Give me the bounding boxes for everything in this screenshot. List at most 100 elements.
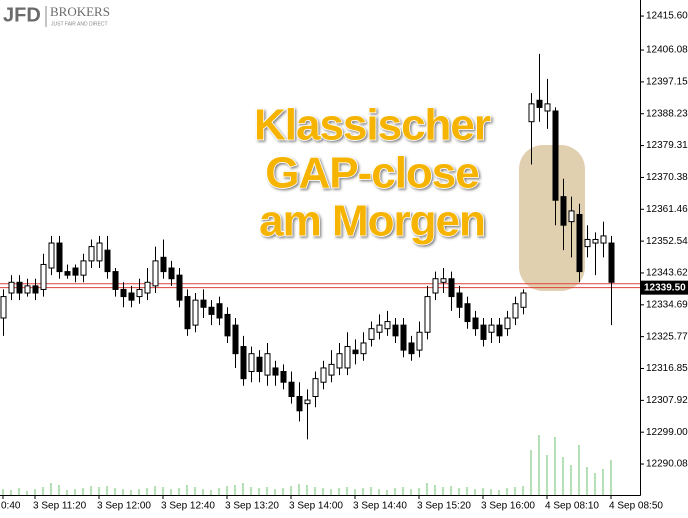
candle-body bbox=[56, 242, 63, 273]
y-tick-label: 12343.62 bbox=[646, 268, 688, 279]
candle-body bbox=[240, 346, 247, 380]
y-tick-label: 12370.38 bbox=[646, 172, 688, 183]
candle-body bbox=[384, 321, 391, 330]
y-tick-label: 12316.85 bbox=[646, 363, 688, 374]
y-tick-label: 12406.08 bbox=[646, 45, 688, 56]
candle-body bbox=[0, 296, 7, 319]
x-tick-label: 3 Sep 14:00 bbox=[289, 501, 343, 512]
candle-body bbox=[200, 299, 207, 308]
candle-body bbox=[392, 324, 399, 337]
x-tick-label: 3 Sep 11:20 bbox=[33, 501, 87, 512]
candle-body bbox=[560, 196, 567, 226]
candle-body bbox=[496, 324, 503, 337]
candle-body bbox=[144, 281, 151, 294]
candle-body bbox=[440, 278, 447, 283]
candle-body bbox=[600, 235, 607, 244]
y-tick-label: 12352.54 bbox=[646, 236, 688, 247]
candle-body bbox=[224, 313, 231, 337]
candle-body bbox=[208, 306, 215, 315]
candle-body bbox=[528, 103, 535, 123]
y-tick-label: 12325.77 bbox=[646, 331, 688, 342]
candle-body bbox=[160, 256, 167, 273]
y-tick-label: 12334.69 bbox=[646, 299, 688, 310]
candle-body bbox=[320, 367, 327, 383]
candle-body bbox=[288, 381, 295, 397]
candle-body bbox=[360, 342, 367, 355]
candle-body bbox=[40, 263, 47, 290]
candle-body bbox=[336, 353, 343, 369]
logo-tagline: JUST FAIR AND DIRECT bbox=[51, 21, 108, 27]
candle-body bbox=[112, 271, 119, 290]
candle-body bbox=[512, 303, 519, 319]
candle-body bbox=[168, 267, 175, 280]
candle-body bbox=[328, 363, 335, 376]
candle-body bbox=[344, 346, 351, 369]
candle-body bbox=[104, 249, 111, 273]
x-tick-label: 4 Sep 08:10 bbox=[545, 501, 599, 512]
candle-body bbox=[256, 356, 263, 373]
candle-body bbox=[464, 303, 471, 323]
price-label: 12339.50 bbox=[644, 282, 686, 293]
candle-body bbox=[120, 288, 127, 298]
candle-body bbox=[416, 331, 423, 351]
candle-body bbox=[520, 292, 527, 308]
candle-body bbox=[552, 110, 559, 201]
y-tick-label: 12388.23 bbox=[646, 108, 688, 119]
candle-body bbox=[568, 210, 575, 223]
candle-body bbox=[488, 324, 495, 333]
candle-body bbox=[544, 103, 551, 112]
candle-body bbox=[368, 328, 375, 340]
logo: JFD BROKERS JUST FAIR AND DIRECT bbox=[3, 4, 110, 27]
logo-brand: BROKERS bbox=[50, 4, 110, 19]
candle-body bbox=[248, 353, 255, 373]
candle-body bbox=[96, 242, 103, 262]
y-tick-label: 12397.15 bbox=[646, 77, 688, 88]
x-tick-label: 3 Sep 13:20 bbox=[225, 501, 279, 512]
candle-body bbox=[408, 342, 415, 355]
candle-body bbox=[304, 399, 311, 405]
candle-body bbox=[400, 324, 407, 351]
candle-body bbox=[280, 371, 287, 383]
candle-body bbox=[504, 317, 511, 330]
candle-body bbox=[312, 378, 319, 397]
candle-body bbox=[272, 367, 279, 376]
highlight bbox=[519, 145, 585, 291]
candle-body bbox=[424, 296, 431, 333]
candle-body bbox=[88, 246, 95, 262]
x-tick-label: 3 Sep 16:00 bbox=[481, 501, 535, 512]
candle-body bbox=[24, 285, 31, 294]
candle-body bbox=[176, 274, 183, 301]
candle-body bbox=[72, 267, 79, 276]
candle-body bbox=[432, 278, 439, 294]
y-tick-label: 12307.92 bbox=[646, 395, 688, 406]
y-tick-label: 12290.08 bbox=[646, 459, 688, 470]
annotation: am Morgen bbox=[259, 197, 485, 246]
candle-body bbox=[456, 292, 463, 308]
candle-body bbox=[128, 292, 135, 301]
candle-body bbox=[216, 303, 223, 319]
candle-body bbox=[576, 213, 583, 273]
candle-body bbox=[472, 317, 479, 330]
annotation: GAP-close bbox=[265, 149, 479, 198]
candle-body bbox=[64, 271, 71, 276]
candle-body bbox=[192, 299, 199, 326]
candle-body bbox=[264, 353, 271, 376]
y-tick-label: 12361.46 bbox=[646, 204, 688, 215]
x-tick-label: 3 Sep 12:00 bbox=[97, 501, 151, 512]
candle-body bbox=[536, 99, 543, 108]
candle-body bbox=[32, 285, 39, 294]
x-tick-label: 3 Sep 12:40 bbox=[161, 501, 215, 512]
logo-name: JFD bbox=[3, 4, 41, 26]
candle-body bbox=[376, 324, 383, 333]
y-tick-label: 12379.31 bbox=[646, 140, 688, 151]
candle-body bbox=[16, 281, 23, 294]
candle-body bbox=[296, 395, 303, 412]
candle-body bbox=[184, 296, 191, 330]
candle-body bbox=[584, 238, 591, 248]
candle-body bbox=[480, 324, 487, 340]
price-label-box bbox=[641, 280, 688, 295]
x-tick-label: 4 Sep 08:50 bbox=[609, 501, 663, 512]
y-tick-label: 12415.60 bbox=[646, 11, 688, 22]
x-tick-label: 3 Sep 15:20 bbox=[417, 501, 471, 512]
